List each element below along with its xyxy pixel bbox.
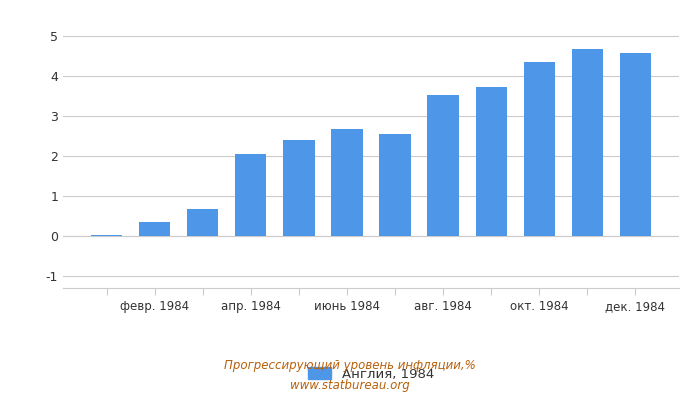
- Bar: [620, 53, 651, 236]
- Bar: [284, 140, 314, 236]
- Bar: [475, 87, 507, 236]
- Text: Прогрессирующий уровень инфляции,%: Прогрессирующий уровень инфляции,%: [224, 360, 476, 372]
- Bar: [235, 154, 267, 236]
- Bar: [187, 209, 218, 236]
- Text: www.statbureau.org: www.statbureau.org: [290, 380, 410, 392]
- Bar: [139, 222, 170, 236]
- Bar: [524, 62, 555, 236]
- Bar: [572, 49, 603, 236]
- Bar: [91, 235, 122, 236]
- Bar: [331, 129, 363, 236]
- Bar: [428, 95, 458, 236]
- Legend: Англия, 1984: Англия, 1984: [308, 367, 434, 381]
- Bar: [379, 134, 411, 236]
